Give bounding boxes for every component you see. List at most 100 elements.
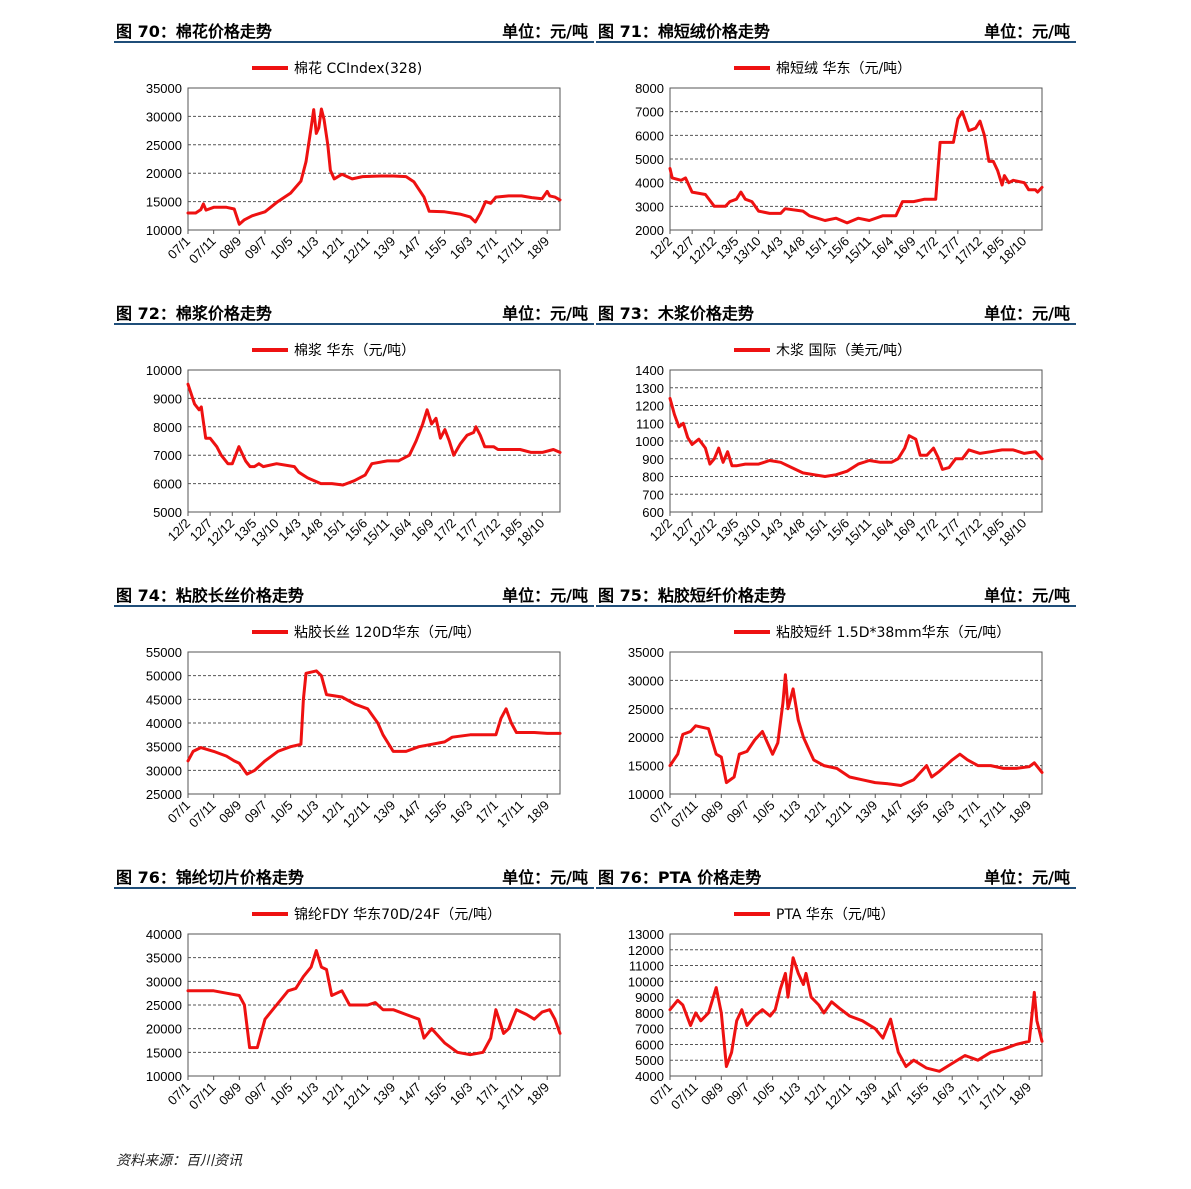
- y-tick-label: 4000: [635, 1069, 664, 1084]
- header-rule: [114, 323, 594, 325]
- header-rule: [114, 605, 594, 607]
- legend-label: 木浆 国际（美元/吨）: [776, 343, 911, 359]
- x-tick-label: 10/5: [749, 798, 778, 827]
- x-tick-label: 10/5: [267, 234, 296, 263]
- x-tick-label: 07/11: [186, 234, 219, 267]
- figure-title: 图 76：PTA 价格走势: [598, 868, 762, 887]
- x-tick-label: 15/5: [903, 1080, 932, 1109]
- x-tick-label: 11/3: [776, 1080, 804, 1108]
- y-tick-label: 7000: [153, 448, 182, 463]
- legend: 锦纶FDY 华东70D/24F（元/吨）: [252, 906, 501, 923]
- unit-label: 单位：元/吨: [984, 868, 1070, 887]
- panel: 图 74：粘胶长丝价格走势 单位：元/吨 粘胶长丝 120D华东（元/吨） 250…: [114, 580, 594, 864]
- y-tick-label: 800: [642, 470, 664, 485]
- y-tick-label: 20000: [146, 1022, 182, 1037]
- y-tick-label: 10000: [628, 787, 664, 802]
- x-tick-label: 16/3: [929, 1080, 958, 1109]
- x-tick-label: 08/9: [698, 1080, 727, 1109]
- y-tick-label: 2000: [635, 223, 664, 238]
- y-tick-label: 35000: [146, 740, 182, 755]
- figure-title: 图 71：棉短绒价格走势: [598, 22, 770, 41]
- y-tick-label: 7000: [635, 105, 664, 120]
- x-tick-label: 11/3: [294, 234, 322, 262]
- line-chart: 木浆 国际（美元/吨） 600 700 800 900 1000 1100 1200 1300 1…: [635, 343, 1044, 549]
- legend-label: 粘胶长丝 120D华东（元/吨）: [294, 624, 481, 641]
- source-note: 资料来源：百川资讯: [116, 1153, 242, 1169]
- series-line: [668, 956, 1044, 1073]
- x-tick-label: 15/5: [421, 798, 450, 827]
- y-tick-label: 20000: [628, 730, 664, 745]
- x-tick-label: 07/11: [668, 1080, 701, 1113]
- x-tick-label: 16/4: [386, 516, 415, 545]
- series-line: [668, 110, 1044, 225]
- y-tick-label: 30000: [628, 673, 664, 688]
- x-tick-label: 11/3: [294, 798, 322, 826]
- line-chart: PTA 华东（元/吨） 40005000600070008000900010000…: [628, 907, 1044, 1113]
- x-tick-label: 12/11: [822, 798, 855, 831]
- x-tick-label: 07/11: [186, 1080, 219, 1113]
- legend: 棉短绒 华东（元/吨）: [734, 60, 911, 77]
- y-tick-label: 9000: [153, 391, 182, 406]
- x-tick-label: 08/9: [216, 234, 245, 263]
- x-tick-label: 15/1: [802, 234, 831, 263]
- series-line: [186, 382, 562, 487]
- unit-label: 单位：元/吨: [984, 304, 1070, 323]
- y-tick-label: 55000: [146, 645, 182, 660]
- line-chart: 棉花 CCIndex(328) 10000 15000 20000 25000 30000…: [146, 60, 562, 267]
- y-tick-label: 1300: [635, 381, 664, 396]
- y-tick-label: 700: [642, 487, 664, 502]
- y-tick-label: 50000: [146, 669, 182, 684]
- y-tick-label: 25000: [628, 702, 664, 717]
- unit-label: 单位：元/吨: [502, 22, 588, 41]
- y-tick-label: 11000: [629, 959, 664, 974]
- x-tick-label: 15/1: [802, 516, 831, 545]
- series-line: [186, 107, 562, 226]
- x-tick-label: 07/11: [186, 798, 219, 831]
- x-tick-label: 18/9: [524, 234, 553, 263]
- x-tick-label: 10/5: [267, 1080, 296, 1109]
- x-tick-label: 09/7: [724, 1080, 753, 1109]
- plot-frame: [669, 369, 1043, 513]
- x-tick-label: 15/5: [421, 234, 450, 263]
- x-tick-label: 14/3: [275, 516, 304, 545]
- header-rule: [114, 41, 594, 43]
- y-tick-label: 1400: [635, 363, 664, 378]
- legend: 棉浆 华东（元/吨）: [252, 342, 415, 359]
- x-tick-label: 11/3: [776, 798, 804, 826]
- header-rule: [596, 323, 1076, 325]
- y-tick-label: 5000: [635, 152, 664, 167]
- plot-frame: [669, 651, 1043, 795]
- x-tick-label: 14/7: [396, 798, 425, 827]
- x-tick-label: 11/3: [294, 1080, 322, 1108]
- panel-header: 图 74：粘胶长丝价格走势 单位：元/吨: [114, 580, 594, 607]
- y-tick-label: 4000: [635, 176, 664, 191]
- y-tick-label: 900: [642, 452, 664, 467]
- y-tick-label: 12000: [628, 943, 664, 958]
- x-tick-label: 16/3: [447, 234, 476, 263]
- x-tick-label: 17/11: [976, 798, 1009, 831]
- x-tick-label: 17/11: [494, 798, 527, 831]
- plot-frame: [669, 933, 1043, 1077]
- legend-label: 棉浆 华东（元/吨）: [294, 342, 415, 359]
- series-line: [186, 669, 562, 776]
- legend-label: PTA 华东（元/吨）: [776, 907, 895, 923]
- legend: 粘胶长丝 120D华东（元/吨）: [252, 624, 481, 641]
- line-chart: 棉短绒 华东（元/吨） 2000 3000 4000 5000 6000 7000 8000 1…: [635, 60, 1044, 267]
- legend: PTA 华东（元/吨）: [734, 907, 895, 923]
- y-tick-label: 15000: [628, 759, 664, 774]
- legend-label: 棉花 CCIndex(328): [294, 60, 422, 77]
- y-tick-label: 15000: [146, 1045, 182, 1060]
- y-tick-label: 7000: [635, 1022, 664, 1037]
- x-tick-label: 13/9: [852, 798, 881, 827]
- y-tick-label: 6000: [153, 477, 182, 492]
- y-tick-label: 1000: [635, 434, 664, 449]
- y-tick-label: 10000: [628, 974, 664, 989]
- x-tick-label: 18/9: [524, 798, 553, 827]
- legend: 木浆 国际（美元/吨）: [734, 343, 911, 359]
- line-chart: 锦纶FDY 华东70D/24F（元/吨） 10000 15000 20000 25000…: [146, 906, 562, 1113]
- x-tick-label: 17/2: [912, 234, 941, 263]
- x-tick-label: 14/7: [396, 234, 425, 263]
- x-tick-label: 13/9: [370, 798, 399, 827]
- y-tick-label: 9000: [635, 990, 664, 1005]
- unit-label: 单位：元/吨: [502, 868, 588, 887]
